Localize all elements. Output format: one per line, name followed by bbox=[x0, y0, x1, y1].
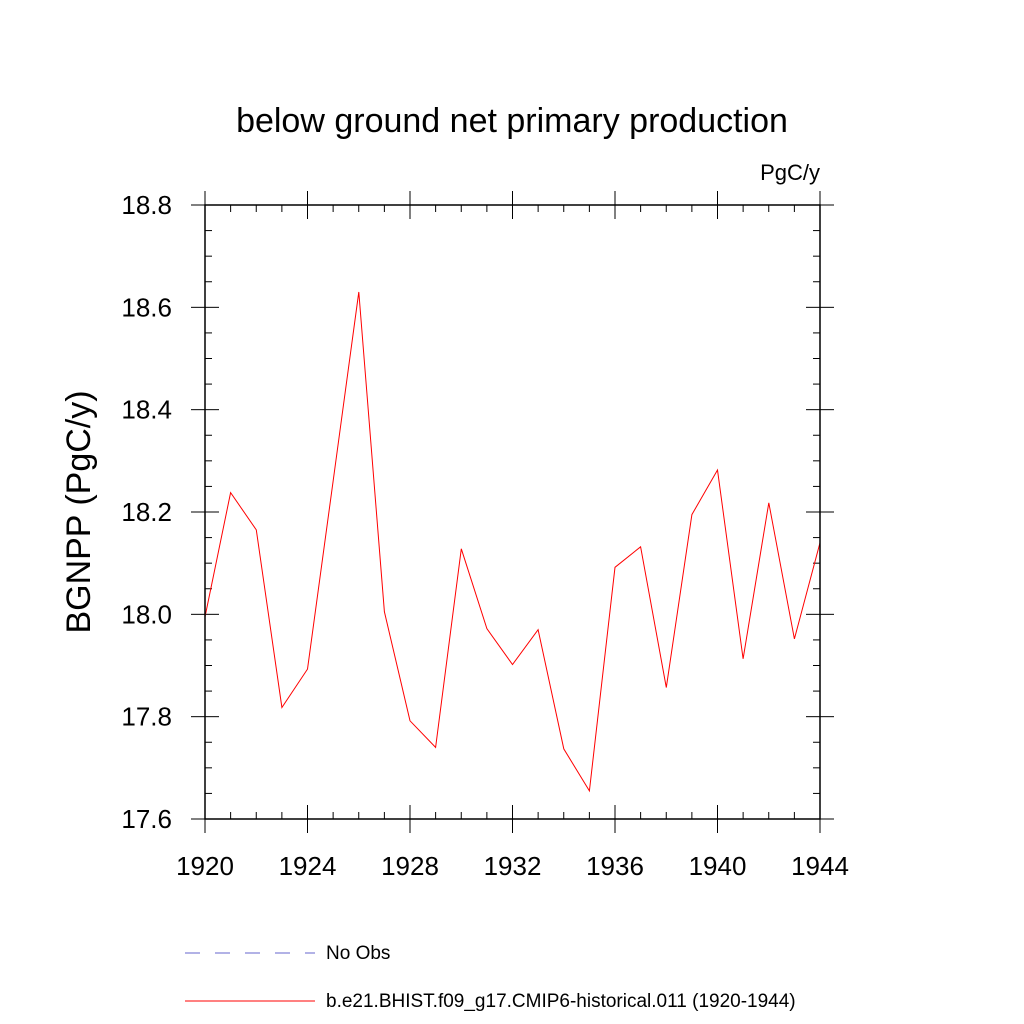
y-tick-label: 18.6 bbox=[121, 292, 172, 322]
plot-frame bbox=[204, 204, 821, 820]
x-tick-label: 1940 bbox=[689, 851, 747, 881]
legend: No Obs b.e21.BHIST.f09_g17.CMIP6-histori… bbox=[185, 943, 796, 1012]
y-tick-label: 18.8 bbox=[121, 190, 172, 220]
x-tick-label: 1920 bbox=[176, 851, 234, 881]
series-line-0 bbox=[204, 291, 821, 793]
legend-label-no-obs: No Obs bbox=[326, 943, 390, 964]
y-tick-label: 18.4 bbox=[121, 395, 172, 425]
y-axis-label: BGNPP (PgC/y) bbox=[60, 390, 98, 633]
axis-tick-labels: 1920 1924 1928 1932 1936 1940 1944 17.6 17.8 18.0… bbox=[121, 190, 849, 881]
axis-ticks bbox=[191, 191, 834, 833]
x-tick-label: 1924 bbox=[279, 851, 337, 881]
units-label: PgC/y bbox=[760, 160, 820, 185]
y-tick-label: 17.6 bbox=[121, 804, 172, 834]
y-tick-label: 18.0 bbox=[121, 599, 172, 629]
x-tick-label: 1932 bbox=[484, 851, 542, 881]
legend-label-model: b.e21.BHIST.f09_g17.CMIP6-historical.011… bbox=[326, 991, 796, 1012]
x-tick-label: 1928 bbox=[381, 851, 439, 881]
y-tick-label: 18.2 bbox=[121, 497, 172, 527]
series-layer bbox=[204, 291, 821, 793]
x-tick-label: 1936 bbox=[586, 851, 644, 881]
chart-title: below ground net primary production bbox=[236, 102, 788, 140]
y-tick-label: 17.8 bbox=[121, 702, 172, 732]
x-tick-label: 1944 bbox=[791, 851, 849, 881]
